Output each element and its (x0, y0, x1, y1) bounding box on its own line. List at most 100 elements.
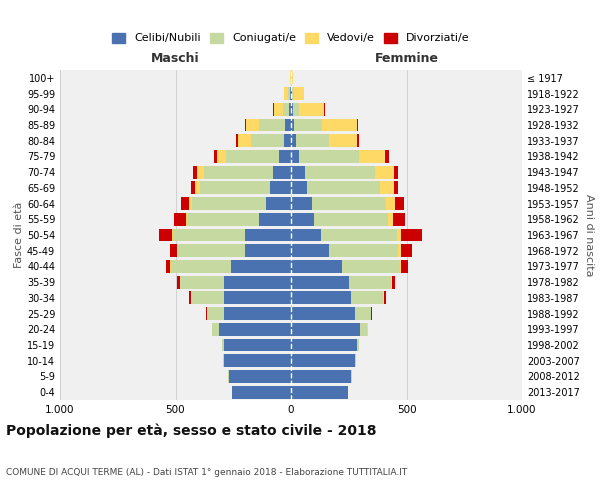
Bar (251, 134, 284, 147)
Bar (394, 166, 398, 178)
Bar (322, 118, 357, 132)
Bar (220, 323, 291, 336)
Bar (181, 197, 190, 210)
Bar (305, 166, 376, 178)
Bar (296, 134, 329, 147)
Bar (291, 150, 299, 163)
Bar (193, 166, 197, 178)
Bar (312, 197, 386, 210)
Bar (329, 244, 398, 257)
Bar (388, 213, 392, 226)
Bar (229, 370, 291, 383)
Bar (245, 228, 291, 241)
Bar (212, 323, 220, 336)
Bar (357, 118, 358, 132)
Bar (172, 228, 173, 241)
Bar (245, 244, 291, 257)
Bar (357, 134, 359, 147)
Bar (401, 260, 407, 273)
Bar (291, 260, 342, 273)
Bar (291, 354, 355, 367)
Bar (223, 354, 224, 367)
Bar (291, 228, 321, 241)
Bar (386, 197, 395, 210)
Bar (187, 213, 259, 226)
Bar (342, 260, 400, 273)
Bar (291, 323, 360, 336)
Bar (291, 307, 355, 320)
Bar (293, 103, 299, 116)
Bar (224, 354, 291, 367)
Bar (206, 307, 208, 320)
Bar (190, 197, 191, 210)
Bar (289, 103, 291, 116)
Bar (359, 150, 385, 163)
Bar (283, 103, 289, 116)
Bar (329, 134, 357, 147)
Bar (232, 386, 291, 398)
Bar (208, 307, 224, 320)
Bar (400, 260, 401, 273)
Bar (291, 87, 292, 100)
Bar (191, 292, 224, 304)
Bar (224, 292, 291, 304)
Bar (274, 103, 283, 116)
Bar (180, 276, 224, 288)
Bar (170, 244, 176, 257)
Bar (360, 323, 367, 336)
Bar (259, 213, 291, 226)
Bar (299, 150, 359, 163)
Bar (291, 166, 305, 178)
Bar (214, 150, 217, 163)
Bar (292, 72, 293, 85)
Bar (266, 197, 291, 210)
Legend: Celibi/Nubili, Coniugati/e, Vedovi/e, Divorziati/e: Celibi/Nubili, Coniugati/e, Vedovi/e, Di… (109, 30, 473, 47)
Bar (246, 118, 259, 132)
Bar (291, 386, 347, 398)
Bar (272, 166, 291, 178)
Bar (284, 87, 287, 100)
Bar (245, 118, 246, 132)
Bar (395, 197, 404, 210)
Bar (285, 118, 291, 132)
Bar (176, 244, 178, 257)
Bar (205, 166, 272, 178)
Bar (270, 182, 291, 194)
Y-axis label: Fasce di età: Fasce di età (14, 202, 24, 268)
Bar (178, 244, 245, 257)
Bar (195, 182, 200, 194)
Bar (217, 150, 226, 163)
Bar (401, 244, 412, 257)
Bar (291, 213, 314, 226)
Bar (259, 118, 285, 132)
Bar (384, 292, 386, 304)
Bar (291, 370, 351, 383)
Bar (299, 103, 325, 116)
Bar (191, 197, 266, 210)
Bar (284, 134, 291, 147)
Bar (175, 213, 186, 226)
Bar (178, 276, 179, 288)
Bar (392, 213, 406, 226)
Bar (380, 182, 394, 194)
Bar (291, 103, 293, 116)
Text: COMUNE DI ACQUI TERME (AL) - Dati ISTAT 1° gennaio 2018 - Elaborazione TUTTITALI: COMUNE DI ACQUI TERME (AL) - Dati ISTAT … (6, 468, 407, 477)
Bar (186, 213, 187, 226)
Bar (224, 338, 291, 351)
Bar (200, 182, 270, 194)
Bar (238, 134, 251, 147)
Bar (171, 260, 231, 273)
Bar (357, 338, 359, 351)
Bar (371, 307, 373, 320)
Bar (397, 228, 401, 241)
Bar (291, 197, 312, 210)
Text: Maschi: Maschi (151, 52, 200, 66)
Bar (291, 244, 329, 257)
Text: Femmine: Femmine (374, 52, 439, 66)
Bar (291, 276, 349, 288)
Bar (307, 182, 380, 194)
Bar (191, 182, 195, 194)
Bar (166, 260, 170, 273)
Bar (291, 182, 307, 194)
Bar (295, 87, 304, 100)
